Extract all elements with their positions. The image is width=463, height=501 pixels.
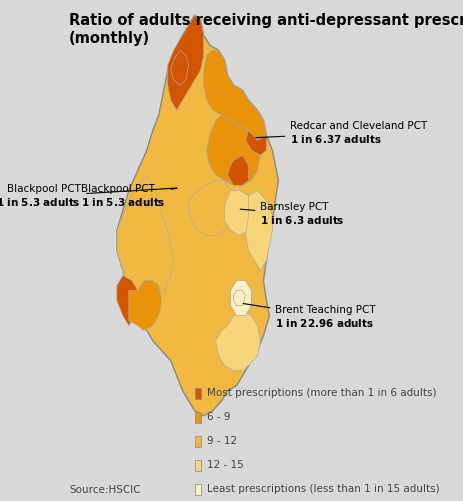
Polygon shape: [170, 50, 188, 85]
Polygon shape: [224, 190, 254, 235]
Text: Source:HSCIC: Source:HSCIC: [69, 485, 140, 495]
Text: Blackpool PCT
$\bf{1\ in\ 5.3\ adults}$: Blackpool PCT $\bf{1\ in\ 5.3\ adults}$: [81, 184, 176, 208]
Polygon shape: [215, 311, 260, 371]
Polygon shape: [206, 115, 260, 185]
Text: Blackpool PCT
$\bf{1\ in\ 5.3\ adults}$: Blackpool PCT $\bf{1\ in\ 5.3\ adults}$: [0, 184, 176, 208]
Text: Barnsley PCT
$\bf{1\ in\ 6.3\ adults}$: Barnsley PCT $\bf{1\ in\ 6.3\ adults}$: [240, 202, 344, 226]
Polygon shape: [117, 175, 173, 311]
Polygon shape: [129, 281, 162, 331]
FancyBboxPatch shape: [194, 412, 201, 423]
Polygon shape: [203, 50, 266, 140]
FancyBboxPatch shape: [194, 484, 201, 495]
Text: Redcar and Cleveland PCT
$\bf{1\ in\ 6.37\ adults}$: Redcar and Cleveland PCT $\bf{1\ in\ 6.3…: [255, 121, 427, 145]
Polygon shape: [233, 291, 245, 306]
FancyBboxPatch shape: [194, 388, 201, 399]
Polygon shape: [245, 130, 266, 155]
FancyBboxPatch shape: [194, 436, 201, 447]
Text: 6 - 9: 6 - 9: [207, 412, 230, 422]
Polygon shape: [230, 281, 251, 316]
Text: Ratio of adults receiving anti-depressant prescriptions
(monthly): Ratio of adults receiving anti-depressan…: [69, 13, 463, 46]
Polygon shape: [117, 276, 138, 326]
Polygon shape: [117, 15, 278, 416]
Polygon shape: [227, 155, 248, 185]
Polygon shape: [188, 180, 233, 235]
FancyBboxPatch shape: [194, 460, 201, 471]
Polygon shape: [167, 15, 203, 110]
Text: Most prescriptions (more than 1 in 6 adults): Most prescriptions (more than 1 in 6 adu…: [207, 388, 436, 398]
Text: 9 - 12: 9 - 12: [207, 436, 237, 446]
Text: Brent Teaching PCT
$\bf{1\ in\ 22.96\ adults}$: Brent Teaching PCT $\bf{1\ in\ 22.96\ ad…: [243, 304, 375, 329]
Text: Least prescriptions (less than 1 in 15 adults): Least prescriptions (less than 1 in 15 a…: [207, 484, 439, 494]
Polygon shape: [245, 190, 272, 271]
Text: 12 - 15: 12 - 15: [207, 460, 244, 470]
